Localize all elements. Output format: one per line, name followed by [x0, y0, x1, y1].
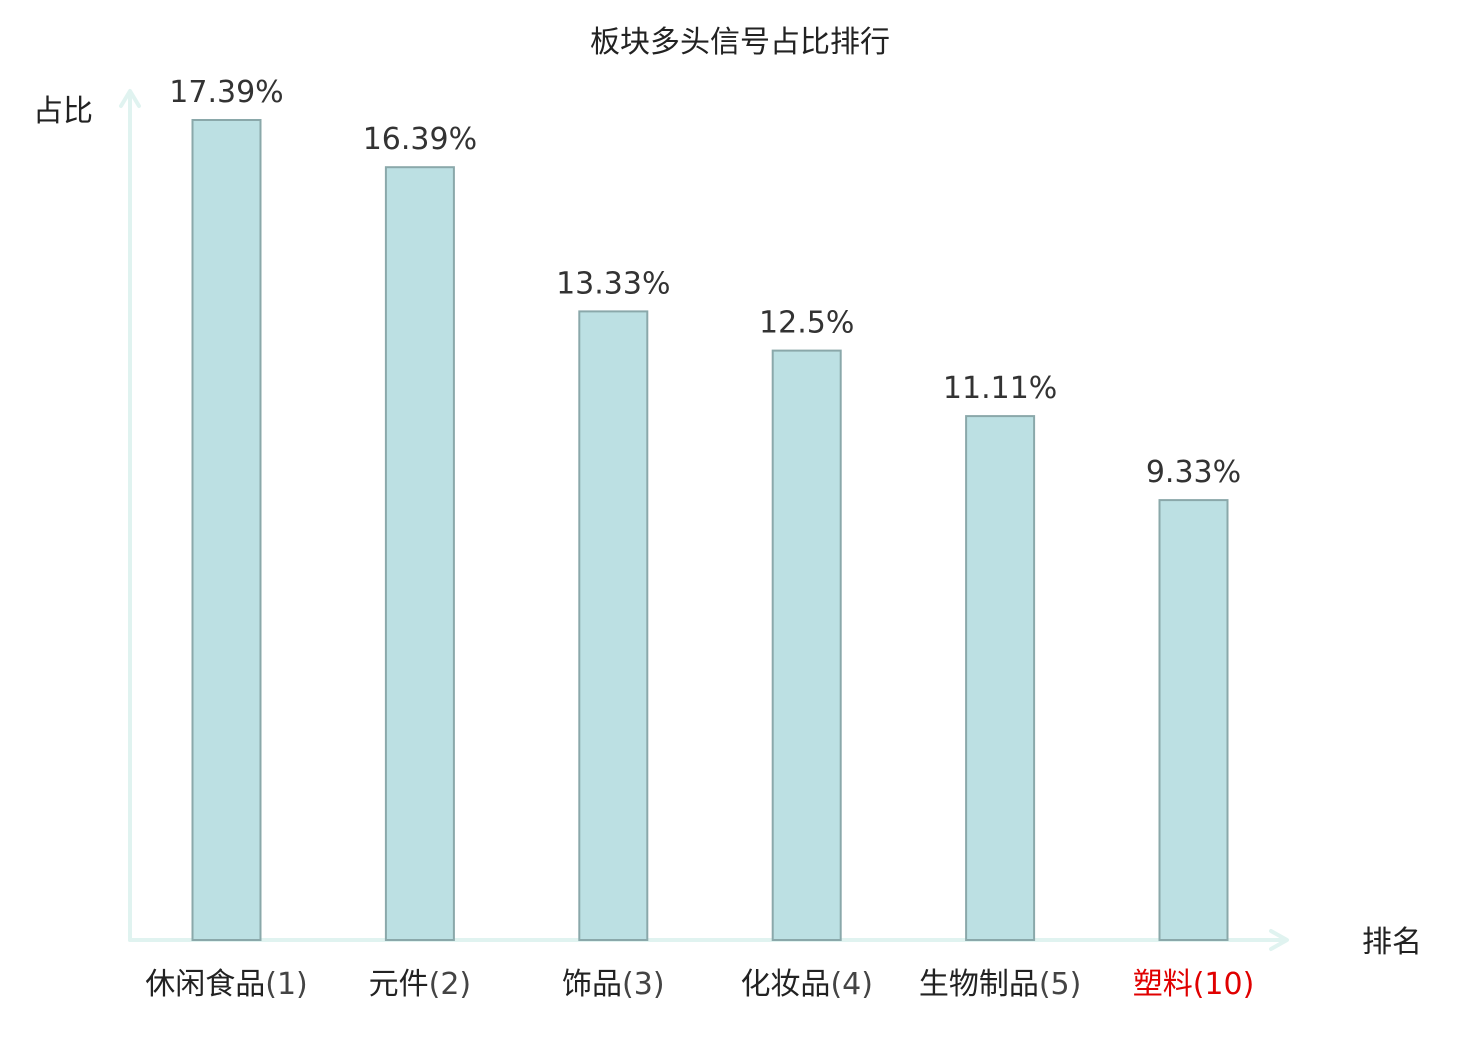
category-rank-1: (1) [265, 967, 308, 1002]
category-rank-3: (3) [622, 967, 665, 1002]
category-name-3: 饰品 [562, 967, 622, 1002]
category-name-2: 元件 [369, 967, 429, 1002]
category-labels-group: 休闲食品(1) 元件(2) 饰品(3) 化妆品(4) 生物制品(5) 塑料(10) [145, 967, 1254, 1002]
x-axis-label: 排名 [1362, 925, 1422, 960]
value-label-5: 11.11% [943, 371, 1057, 406]
bars-group [191, 119, 1229, 942]
category-rank-2: (2) [429, 967, 472, 1002]
value-label-2: 16.39% [363, 122, 477, 157]
axes [119, 89, 1289, 951]
x-axis-arrow-icon [1269, 929, 1289, 951]
category-name-4: 化妆品 [740, 967, 830, 1002]
category-name-5: 生物制品 [919, 967, 1039, 1002]
bar-5 [965, 415, 1036, 942]
y-axis-label: 占比 [33, 94, 93, 129]
bar-4 [771, 349, 842, 942]
category-label-2: 元件(2) [369, 967, 472, 1002]
value-label-1: 17.39% [169, 75, 283, 110]
bar-6 [1158, 499, 1229, 941]
category-label-4: 化妆品(4) [740, 967, 873, 1002]
value-labels-group: 17.39% 16.39% 13.33% 12.5% 11.11% 9.33% [169, 75, 1241, 490]
category-label-6: 塑料(10) [1133, 967, 1255, 1002]
category-rank-4: (4) [830, 967, 873, 1002]
category-name-6: 塑料 [1133, 967, 1193, 1002]
chart-title: 板块多头信号占比排行 [590, 25, 890, 60]
bar-3 [578, 310, 649, 941]
category-rank-5: (5) [1039, 967, 1082, 1002]
category-label-3: 饰品(3) [562, 967, 665, 1002]
y-axis-arrow-icon [119, 89, 141, 108]
category-label-5: 生物制品(5) [919, 967, 1082, 1002]
value-label-6: 9.33% [1146, 455, 1241, 490]
bar-1 [191, 119, 262, 941]
bar-2 [384, 166, 455, 941]
category-rank-6: (10) [1193, 967, 1255, 1002]
value-label-4: 12.5% [759, 306, 854, 341]
category-label-1: 休闲食品(1) [145, 967, 308, 1002]
value-label-3: 13.33% [556, 266, 670, 301]
category-name-1: 休闲食品 [145, 967, 265, 1002]
